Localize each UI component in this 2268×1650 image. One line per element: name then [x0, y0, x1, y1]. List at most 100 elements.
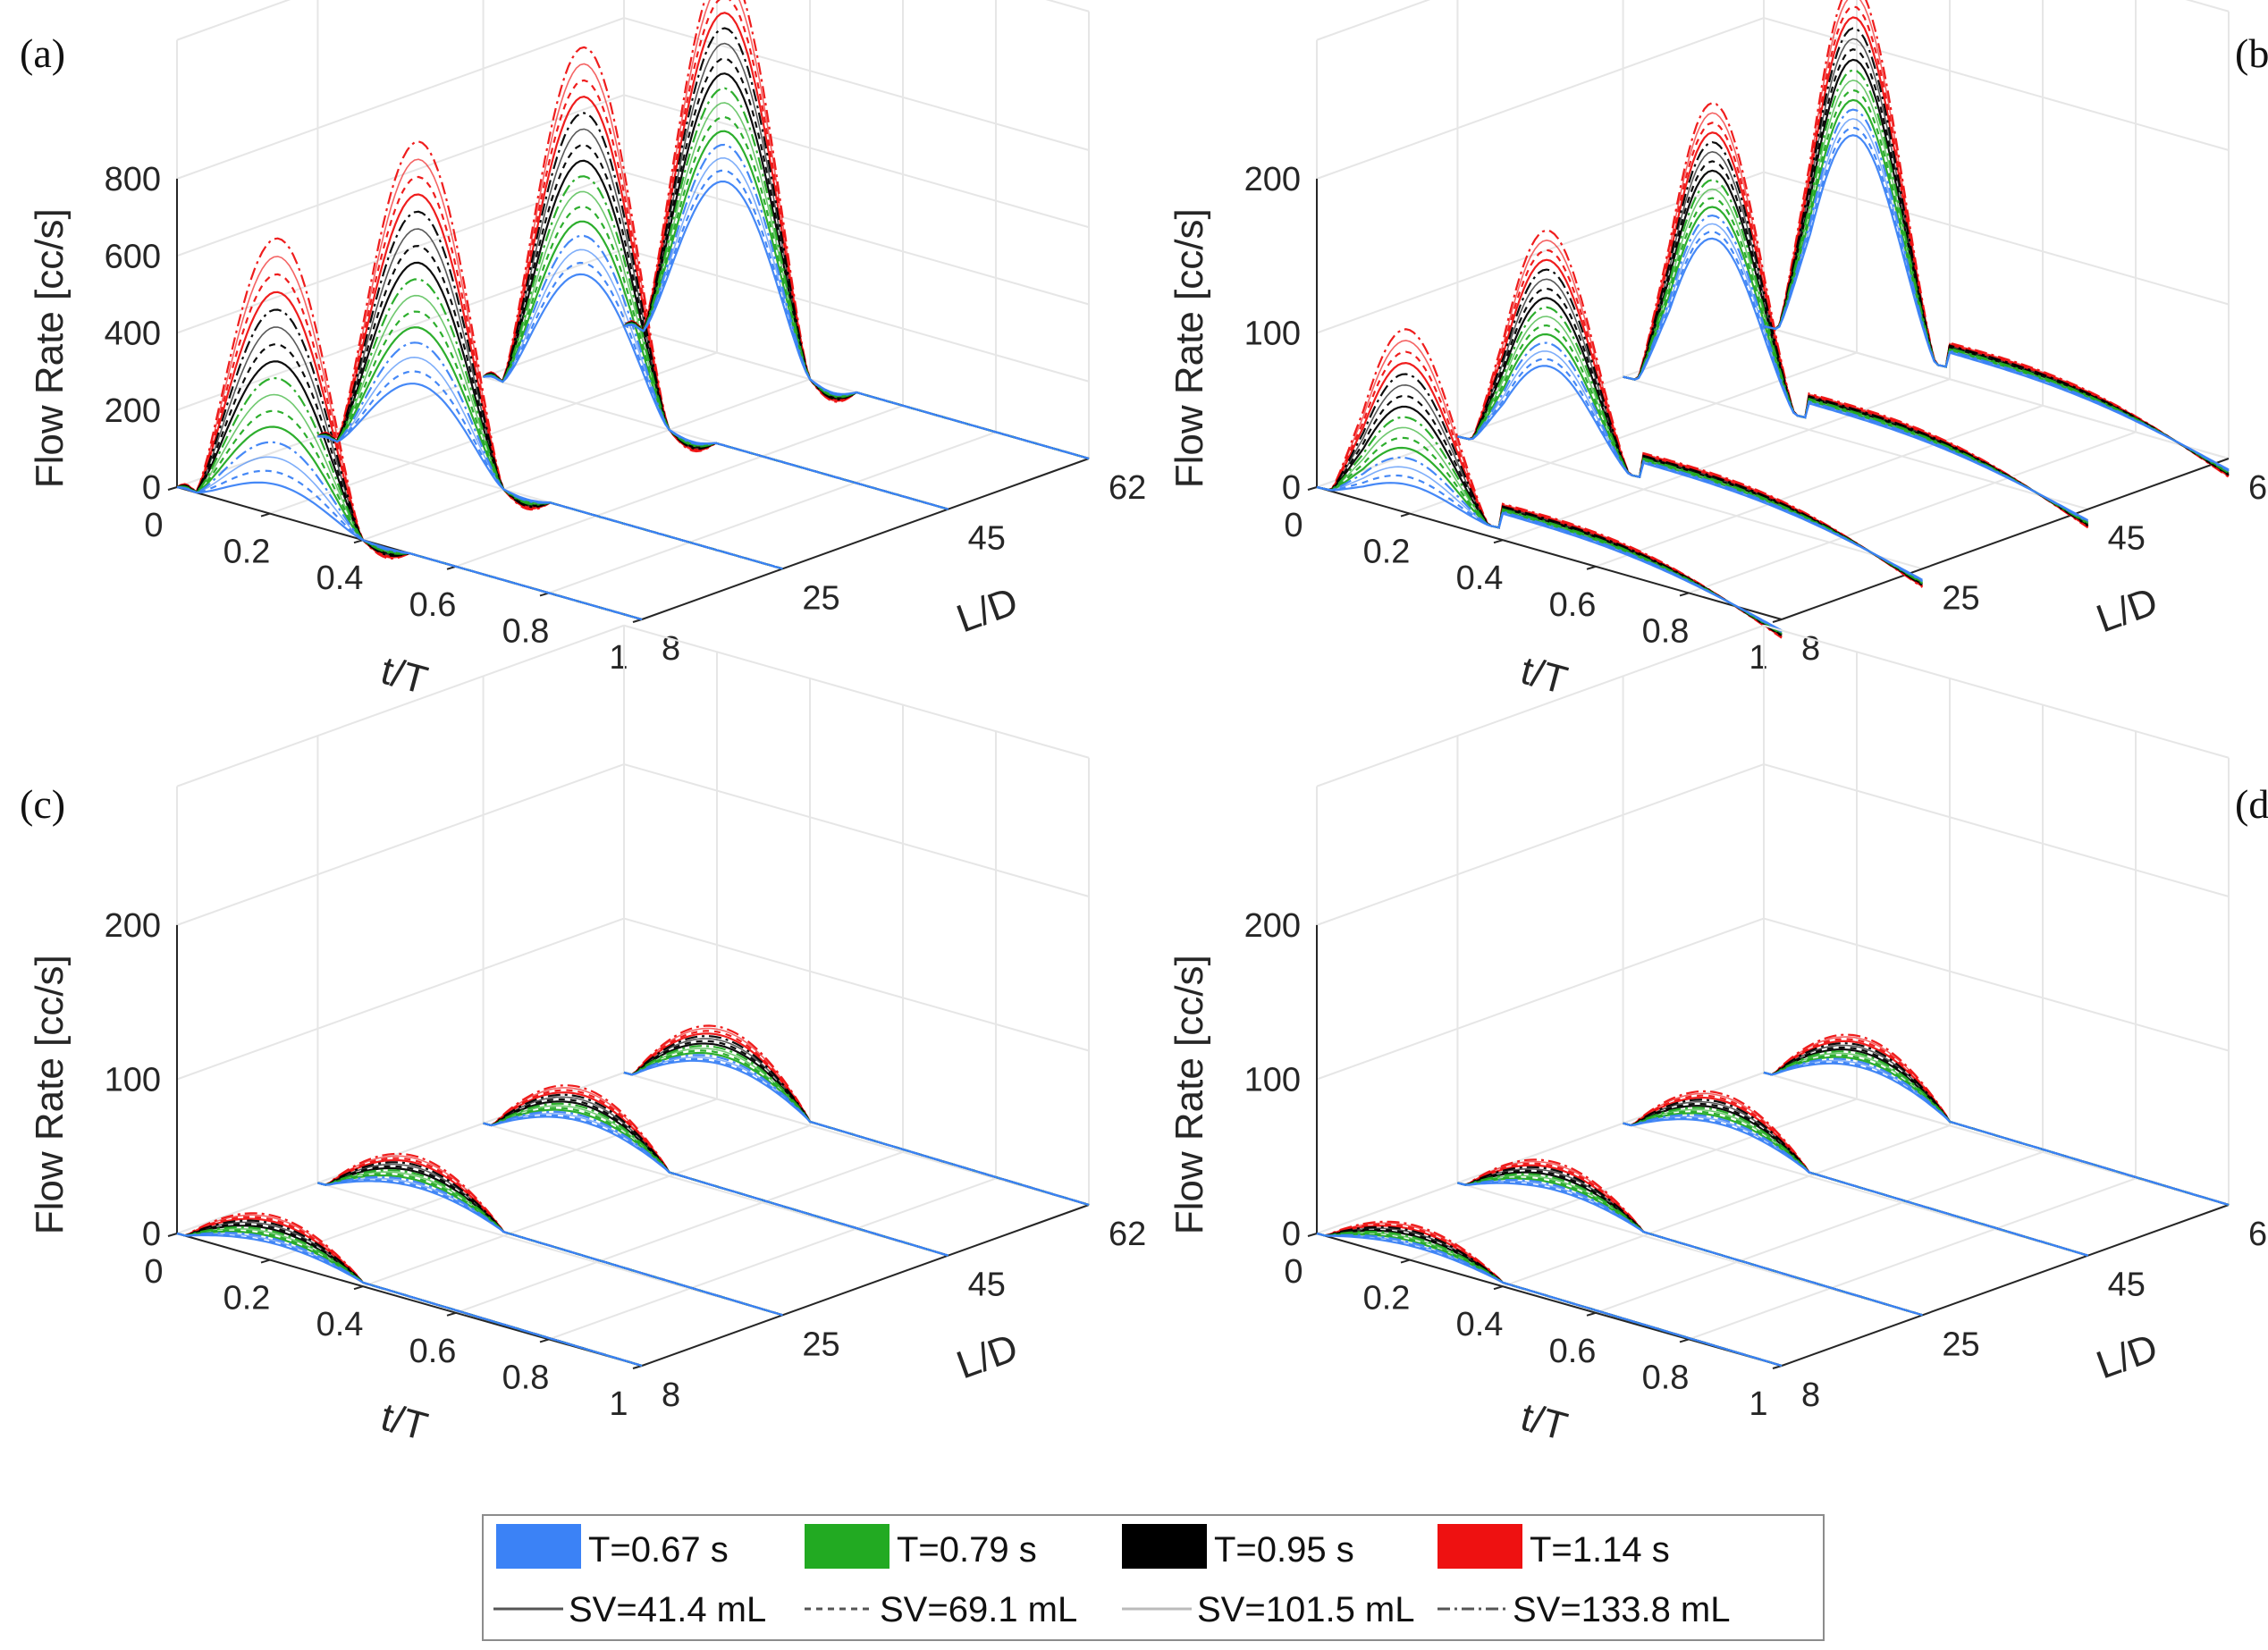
ld-tick-label: 45	[2108, 1267, 2146, 1304]
x-tick-label: 0.6	[1549, 586, 1597, 624]
x-tick-label: 0.4	[316, 560, 364, 597]
series-line	[317, 278, 783, 570]
grid-line	[176, 16, 1090, 180]
grid-line	[317, 1182, 783, 1317]
x-tick-label: 0.4	[316, 1306, 364, 1343]
ld-tick-label: 45	[2108, 520, 2146, 558]
grid-line	[548, 431, 997, 594]
x-tick-label: 0	[1284, 1253, 1303, 1291]
x-tick-label: 0	[144, 1253, 163, 1291]
grid-line	[176, 171, 1090, 334]
grid-line	[1457, 435, 1923, 570]
ld-axis-line	[1781, 1204, 2230, 1367]
series-line	[1623, 1100, 2088, 1257]
x-tick-label: 0.2	[1363, 534, 1411, 571]
grid	[176, 0, 1090, 620]
series-line	[1623, 1105, 2088, 1257]
z-tick-label: 100	[1244, 1062, 1301, 1099]
legend-label: SV=41.4 mL	[569, 1590, 766, 1629]
series-line	[317, 383, 783, 570]
x-tick	[1400, 512, 1411, 518]
series-line	[483, 1102, 949, 1257]
series-line	[1623, 1099, 2088, 1257]
grid-line	[1316, 624, 1765, 787]
x-tick-label: 0.2	[1363, 1280, 1411, 1317]
series-line	[483, 1105, 949, 1257]
series-line	[1763, 79, 2230, 474]
grid-line	[1457, 1182, 1923, 1317]
z-tick-label: 0	[142, 1216, 161, 1253]
series-line	[623, 156, 1090, 459]
series-line	[1623, 112, 2089, 528]
legend-label: T=1.14 s	[1530, 1530, 1670, 1570]
legend-label: SV=69.1 mL	[880, 1590, 1077, 1629]
x-tick	[167, 1233, 178, 1237]
series-line	[176, 1212, 643, 1368]
series-line	[1623, 122, 2089, 528]
curves	[176, 1024, 1090, 1368]
series-line	[483, 1108, 949, 1257]
series-line	[1763, 134, 2230, 471]
series-line	[623, 1042, 1090, 1207]
series-line	[317, 1158, 783, 1317]
z-axis-label: Flow Rate [cc/s]	[1168, 955, 1211, 1234]
curve-group-LD-8	[1316, 328, 1783, 639]
x-tick-label: 1	[1749, 1385, 1767, 1423]
panel-2: 0 0.2 0.4 0.6 0.8 18 25 45 62 0 100 200 t/T L/D Flow R…	[1168, 0, 2268, 703]
series-line	[1316, 482, 1783, 632]
panel-label: (a)	[20, 30, 65, 76]
series-line	[176, 1232, 643, 1368]
series-line	[1457, 248, 1924, 587]
curves	[1316, 1033, 2230, 1368]
z-tick-label: 800	[105, 161, 161, 198]
series-line	[623, 1049, 1090, 1207]
series-line	[1763, 88, 2230, 474]
series-line	[1763, 98, 2230, 473]
x-tick	[1307, 486, 1318, 491]
z-tick-label: 400	[105, 316, 161, 353]
legend-label: SV=133.8 mL	[1513, 1590, 1731, 1629]
ld-tick-label: 62	[1109, 469, 1146, 507]
series-line	[483, 128, 949, 510]
ld-tick-label: 8	[1801, 1376, 1820, 1414]
x-axis-line	[1316, 1233, 1783, 1367]
series-line	[623, 102, 1090, 459]
series-line	[1457, 365, 1923, 581]
legend-swatch	[496, 1524, 581, 1569]
ld-axis-label: L/D	[951, 579, 1024, 641]
series-line	[483, 1087, 949, 1257]
series-line	[483, 273, 949, 510]
series-line	[176, 469, 643, 621]
x-tick	[1679, 1338, 1690, 1343]
series-line	[1763, 1042, 2230, 1207]
legend-swatch	[805, 1524, 889, 1569]
grid-line	[483, 1122, 949, 1257]
series-line	[1316, 1232, 1783, 1368]
ld-axis-label: L/D	[2091, 579, 2163, 641]
grid-line	[1409, 1098, 1858, 1261]
ld-tick-label: 25	[1942, 579, 1979, 617]
grid-line	[548, 1177, 997, 1341]
z-tick-label: 100	[105, 1062, 161, 1099]
grid-line	[1623, 1122, 2088, 1257]
x-tick-label: 1	[609, 639, 628, 677]
series-line	[316, 210, 783, 570]
series-line	[623, 1048, 1090, 1206]
series-line	[317, 261, 783, 570]
grid-line	[176, 0, 291, 41]
series-line	[1763, 1046, 2230, 1207]
grid-line	[1316, 762, 2230, 926]
grid-line	[1316, 917, 2230, 1081]
panels-layer: 00.20.40.60.81 82545620200400600800t/TL/D…	[20, 0, 2268, 1449]
ld-tick-label: 8	[1801, 630, 1820, 668]
series-line	[1623, 1090, 2088, 1257]
z-tick-label: 200	[105, 907, 161, 945]
series-line	[483, 1100, 949, 1257]
series-line	[1623, 1097, 2088, 1257]
x-tick-label: 0.6	[409, 586, 457, 624]
x-axis-label: t/T	[1516, 649, 1572, 703]
grid-line	[1688, 1177, 2137, 1341]
grid-line	[362, 1124, 811, 1288]
